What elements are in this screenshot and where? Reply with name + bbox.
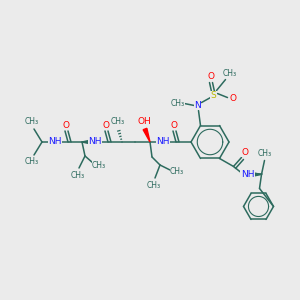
Text: CH₃: CH₃ [92, 161, 106, 170]
Text: CH₃: CH₃ [25, 158, 39, 166]
Text: CH₃: CH₃ [170, 167, 184, 176]
Text: CH₃: CH₃ [147, 181, 161, 190]
Text: O: O [207, 72, 214, 81]
Text: S: S [211, 91, 216, 100]
Text: O: O [170, 121, 178, 130]
Text: CH₃: CH₃ [71, 170, 85, 179]
Polygon shape [82, 140, 90, 144]
Text: OH: OH [137, 118, 151, 127]
Text: NH: NH [156, 137, 170, 146]
Text: CH₃: CH₃ [170, 99, 184, 108]
Text: CH₃: CH₃ [111, 116, 125, 125]
Text: NH: NH [48, 137, 62, 146]
Text: CH₃: CH₃ [25, 118, 39, 127]
Text: O: O [241, 148, 248, 157]
Text: NH: NH [241, 170, 254, 179]
Polygon shape [143, 128, 150, 142]
Text: O: O [62, 121, 70, 130]
Polygon shape [253, 173, 262, 176]
Text: O: O [230, 94, 237, 103]
Text: O: O [103, 121, 110, 130]
Text: N: N [194, 101, 201, 110]
Text: CH₃: CH₃ [257, 149, 272, 158]
Text: CH₃: CH₃ [222, 69, 237, 78]
Text: NH: NH [88, 137, 102, 146]
